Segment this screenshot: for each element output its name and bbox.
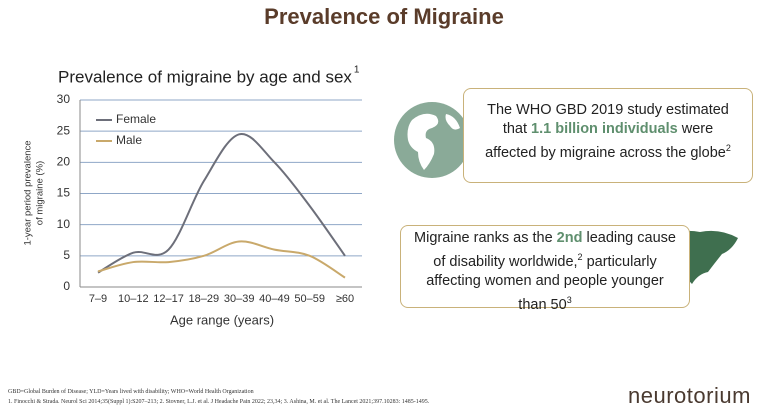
callout-text: leading cause of disability worldwide, bbox=[433, 230, 676, 270]
x-tick-label: 10–12 bbox=[118, 293, 149, 305]
callout-ref: 2 bbox=[725, 143, 731, 153]
x-tick-label: 40–49 bbox=[259, 293, 290, 305]
y-tick-label: 25 bbox=[57, 123, 71, 137]
slide-title: Prevalence of Migraine bbox=[264, 4, 504, 29]
callout-text: were affected by migraine across the glo… bbox=[485, 121, 726, 161]
y-axis-label: 1-year period prevalence bbox=[23, 140, 34, 245]
chart-title-ref: 1 bbox=[354, 65, 360, 76]
callout: The WHO GBD 2019 study estimated that 1.… bbox=[463, 88, 753, 183]
footnote: 1. Finocchi & Strada. Neurol Sci 2014;35… bbox=[8, 399, 430, 405]
callout-ref: 3 bbox=[566, 294, 572, 305]
line bbox=[97, 240, 346, 279]
y-axis-label: of migraine (%) bbox=[35, 161, 46, 225]
callout-ref: 2 bbox=[577, 252, 583, 262]
legend-label: Female bbox=[116, 112, 156, 126]
y-tick-label: 10 bbox=[57, 217, 71, 231]
callout-highlight: 2nd bbox=[556, 230, 583, 246]
chart-title: Prevalence of migraine by age and sex bbox=[58, 67, 352, 86]
x-tick-label: 18–29 bbox=[189, 293, 220, 305]
y-tick-label: 5 bbox=[63, 248, 70, 262]
globe-land bbox=[407, 113, 460, 170]
y-tick-label: 0 bbox=[63, 279, 70, 293]
legend-label: Male bbox=[116, 133, 142, 147]
callout-highlight: 1.1 billion individuals bbox=[531, 121, 678, 137]
x-axis-label: Age range (years) bbox=[170, 312, 274, 327]
footnote: GBD=Global Burden of Disease; YLD=Years … bbox=[8, 389, 254, 395]
line bbox=[97, 133, 346, 274]
x-tick-label: 30–39 bbox=[224, 293, 255, 305]
logo: neurotorium bbox=[628, 383, 751, 408]
y-tick-label: 20 bbox=[57, 155, 71, 169]
callout-text: Migraine ranks as the bbox=[414, 230, 553, 246]
callout: Migraine ranks as the 2nd leading cause … bbox=[400, 225, 690, 313]
x-tick-label: 50–59 bbox=[294, 293, 325, 305]
globe-icon bbox=[394, 102, 470, 178]
x-tick-label: 12–17 bbox=[153, 293, 184, 305]
y-tick-label: 30 bbox=[57, 92, 71, 106]
y-tick-label: 15 bbox=[57, 186, 71, 200]
callout-text: The WHO GBD 2019 study estimated that bbox=[487, 102, 729, 137]
x-tick-label: 7–9 bbox=[89, 293, 107, 305]
x-tick-label: ≥60 bbox=[336, 293, 354, 305]
callout-text: particularly affecting women and people … bbox=[426, 253, 664, 313]
